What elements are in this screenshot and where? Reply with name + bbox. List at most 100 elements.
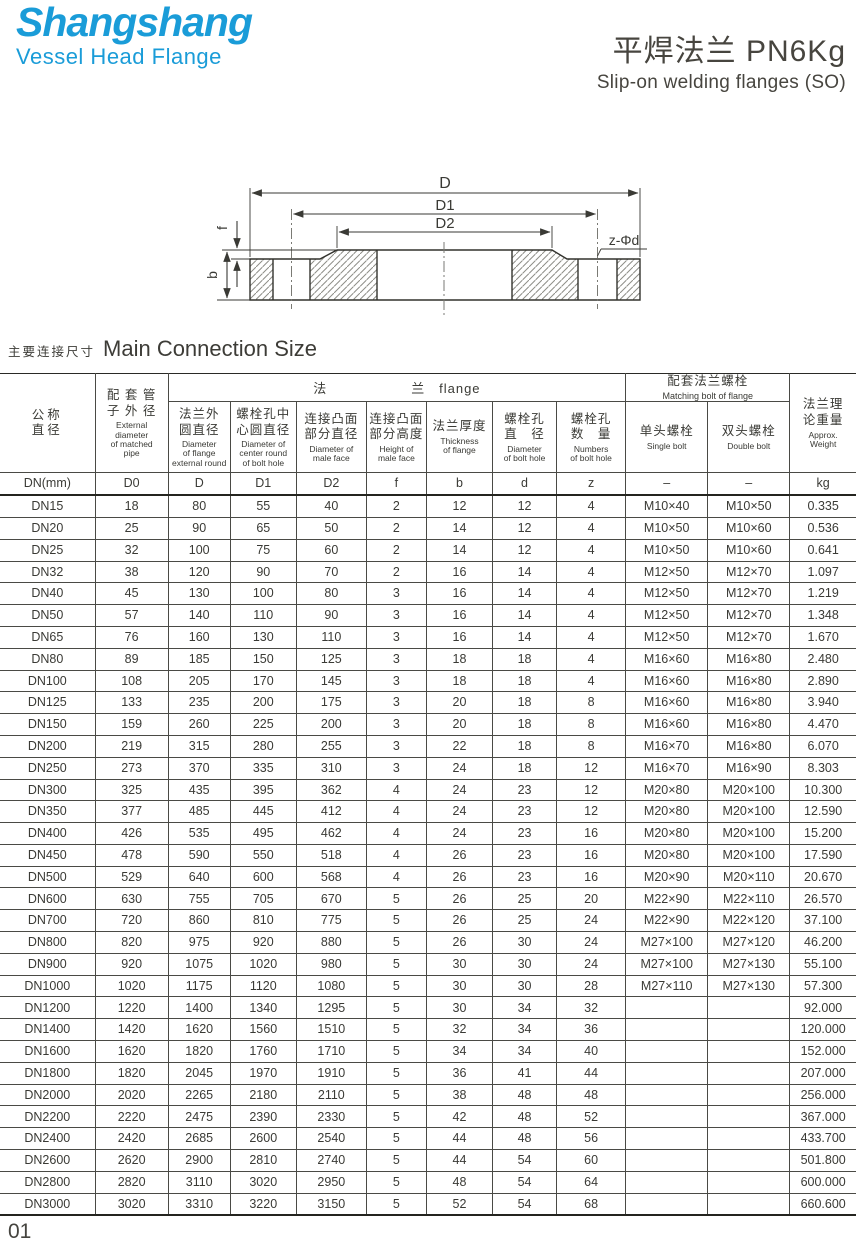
table-row-DN100: DN100 108 205 170 145 3 18 18 4 M16×60 M16×80 2.890 [0, 669, 856, 693]
symbol-cell-0: DN(mm) [0, 472, 96, 497]
cell-6: 34 [425, 1040, 493, 1063]
cell-0: DN300 [0, 778, 96, 802]
cell-7: 54 [491, 1149, 558, 1172]
cell-9: M20×80 [625, 822, 709, 845]
cell-3: 2810 [229, 1149, 297, 1172]
cell-9 [625, 1170, 709, 1194]
cell-6: 16 [425, 604, 493, 627]
cell-9: M12×50 [625, 625, 709, 649]
cell-7: 14 [491, 625, 558, 649]
cell-1: 38 [94, 560, 169, 584]
cell-7: 12 [491, 538, 558, 562]
cell-5: 3 [365, 604, 427, 627]
cell-10: M27×130 [707, 952, 791, 976]
col-pipe-cn: 配 套 管 子 外 径 [106, 388, 157, 418]
col-nominal-diameter: 公称 直径 [0, 372, 96, 474]
cell-2: 140 [167, 604, 231, 627]
col-pipe-en: External diameter of matched pipe [110, 420, 153, 458]
cell-5: 5 [365, 1192, 427, 1217]
cell-9: M16×70 [625, 734, 709, 758]
cell-5: 2 [365, 494, 427, 518]
cell-2: 640 [167, 865, 231, 889]
col-male-face-d-cn: 连接凸面 部分直径 [304, 411, 359, 442]
cell-5: 5 [365, 1170, 427, 1194]
cell-9: M20×80 [625, 778, 709, 802]
cell-9: M27×100 [625, 952, 709, 976]
col-pipe-od: 配 套 管 子 外 径 External diameter of matched… [94, 372, 169, 474]
cell-6: 52 [425, 1192, 493, 1217]
cell-11: 1.670 [789, 625, 856, 649]
extension-lines [217, 188, 647, 301]
cell-2: 80 [167, 494, 231, 518]
cell-4: 670 [295, 887, 367, 911]
cell-2: 755 [167, 887, 231, 911]
cell-8: 40 [556, 1040, 627, 1063]
cell-8: 4 [556, 560, 627, 584]
col-bolt-circle-cn: 螺栓孔中 心圆直径 [236, 406, 291, 437]
cell-9: M10×50 [625, 516, 709, 540]
group-flange-label: 法 兰 flange [313, 381, 481, 397]
cell-5: 5 [365, 1040, 427, 1063]
cell-8: 44 [556, 1061, 627, 1085]
section-title-en: Main Connection Size [103, 336, 318, 361]
cell-7: 14 [491, 560, 558, 584]
col-bolt-hole-n-en: Numbers of bolt hole [570, 443, 612, 463]
cell-1: 89 [94, 647, 169, 671]
cell-8: 52 [556, 1105, 627, 1129]
dim-label-bolt-holes: z-Φd [609, 232, 640, 248]
dim-label-d: D [439, 175, 451, 192]
cell-1: 76 [94, 625, 169, 649]
cell-5: 5 [365, 1083, 427, 1107]
cell-8: 64 [556, 1170, 627, 1194]
cell-10: M10×50 [707, 494, 791, 518]
cell-9: M16×60 [625, 713, 709, 736]
spec-table: 公称 直径 配 套 管 子 外 径 External diameter of m… [0, 372, 856, 1217]
cell-2: 120 [167, 560, 231, 584]
cell-5: 4 [365, 865, 427, 889]
cell-3: 705 [229, 887, 297, 911]
cell-1: 1420 [94, 1018, 169, 1042]
cell-6: 14 [425, 538, 493, 562]
cell-4: 880 [295, 931, 367, 954]
cell-7: 48 [491, 1105, 558, 1129]
cell-3: 225 [229, 713, 297, 736]
cell-10: M16×80 [707, 669, 791, 693]
cell-2: 1620 [167, 1018, 231, 1042]
cell-1: 478 [94, 843, 169, 867]
cell-7: 23 [491, 822, 558, 845]
cell-5: 3 [365, 625, 427, 649]
cell-3: 395 [229, 778, 297, 802]
cell-3: 55 [229, 494, 297, 518]
cell-0: DN3000 [0, 1192, 96, 1217]
cell-11: 1.219 [789, 582, 856, 606]
cell-6: 30 [425, 952, 493, 976]
cell-1: 2620 [94, 1149, 169, 1172]
cell-0: DN2000 [0, 1083, 96, 1107]
cell-7: 18 [491, 647, 558, 671]
table-row-DN250: DN250 273 370 335 310 3 24 18 12 M16×70 M16×90 8.30… [0, 756, 856, 780]
cell-8: 4 [556, 538, 627, 562]
cell-0: DN2800 [0, 1170, 96, 1194]
dim-label-d2: D2 [435, 215, 454, 232]
cell-10: M20×110 [707, 865, 791, 889]
cell-11: 15.200 [789, 822, 856, 845]
cell-4: 90 [295, 604, 367, 627]
cell-6: 18 [425, 669, 493, 693]
cell-1: 159 [94, 713, 169, 736]
cell-4: 2540 [295, 1127, 367, 1151]
col-bolt-hole-diameter: 螺栓孔 直 径 Diameter of bolt hole [491, 401, 558, 474]
cell-4: 1510 [295, 1018, 367, 1042]
cell-11: 46.200 [789, 931, 856, 954]
cell-5: 5 [365, 1127, 427, 1151]
table-row-DN2200: DN2200 2220 2475 2390 2330 5 42 48 52 367.000 [0, 1105, 856, 1129]
cell-2: 130 [167, 582, 231, 606]
cell-11: 55.100 [789, 952, 856, 976]
cell-3: 550 [229, 843, 297, 867]
cell-11: 501.800 [789, 1149, 856, 1172]
cell-3: 130 [229, 625, 297, 649]
cell-1: 920 [94, 952, 169, 976]
cell-1: 3020 [94, 1192, 169, 1217]
cell-6: 16 [425, 560, 493, 584]
cell-6: 22 [425, 734, 493, 758]
cell-8: 28 [556, 974, 627, 998]
